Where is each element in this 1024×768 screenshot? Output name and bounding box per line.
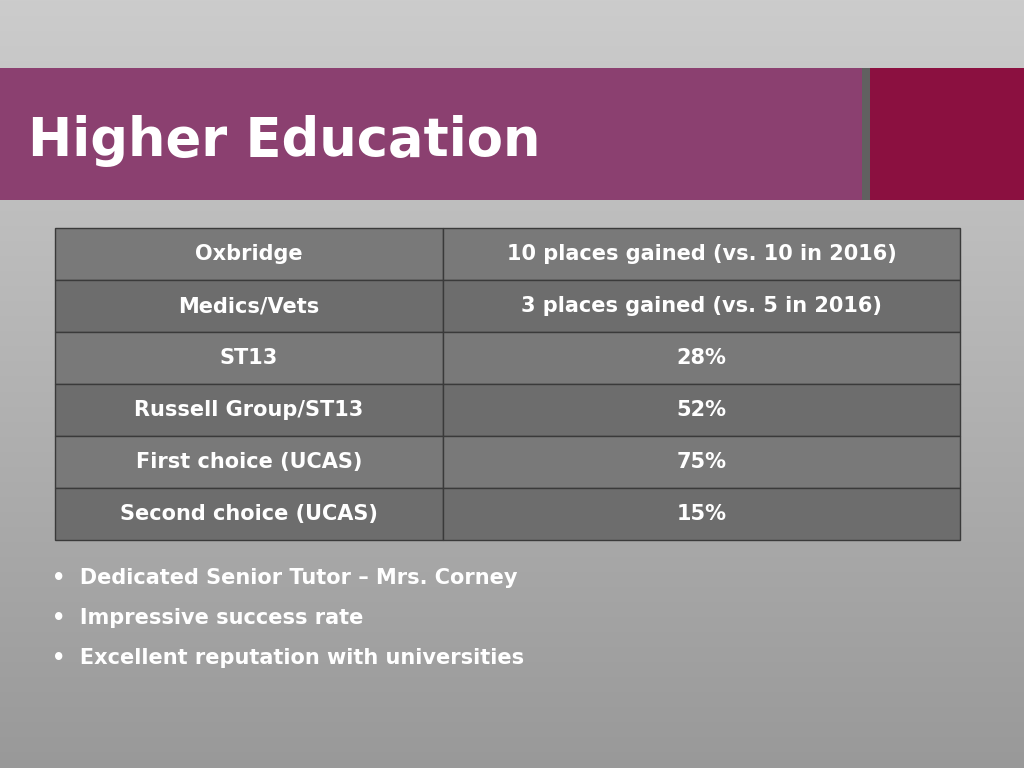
Text: 75%: 75% [677, 452, 726, 472]
Text: Higher Education: Higher Education [28, 114, 541, 167]
Text: Oxbridge: Oxbridge [196, 244, 303, 264]
Text: Medics/Vets: Medics/Vets [178, 296, 319, 316]
Text: 3 places gained (vs. 5 in 2016): 3 places gained (vs. 5 in 2016) [521, 296, 882, 316]
Bar [55, 436, 443, 488]
Text: Russell Group/ST13: Russell Group/ST13 [134, 400, 364, 420]
Text: Second choice (UCAS): Second choice (UCAS) [120, 504, 378, 524]
Bar [443, 488, 961, 540]
Bar [443, 332, 961, 384]
Text: 15%: 15% [677, 504, 726, 524]
Text: 52%: 52% [677, 400, 726, 420]
Bar [55, 488, 443, 540]
Bar [870, 68, 1024, 200]
Text: First choice (UCAS): First choice (UCAS) [136, 452, 362, 472]
Bar [55, 384, 443, 436]
Text: •  Excellent reputation with universities: • Excellent reputation with universities [52, 648, 524, 668]
Bar [443, 436, 961, 488]
Bar [443, 280, 961, 332]
Text: •  Impressive success rate: • Impressive success rate [52, 608, 364, 628]
Bar [443, 384, 961, 436]
Bar [443, 228, 961, 280]
Bar [55, 332, 443, 384]
Bar [862, 68, 870, 200]
Bar [0, 68, 862, 200]
Bar [55, 228, 443, 280]
Bar [55, 280, 443, 332]
Text: 28%: 28% [677, 348, 726, 368]
Text: 10 places gained (vs. 10 in 2016): 10 places gained (vs. 10 in 2016) [507, 244, 896, 264]
Text: ST13: ST13 [220, 348, 279, 368]
Text: •  Dedicated Senior Tutor – Mrs. Corney: • Dedicated Senior Tutor – Mrs. Corney [52, 568, 517, 588]
